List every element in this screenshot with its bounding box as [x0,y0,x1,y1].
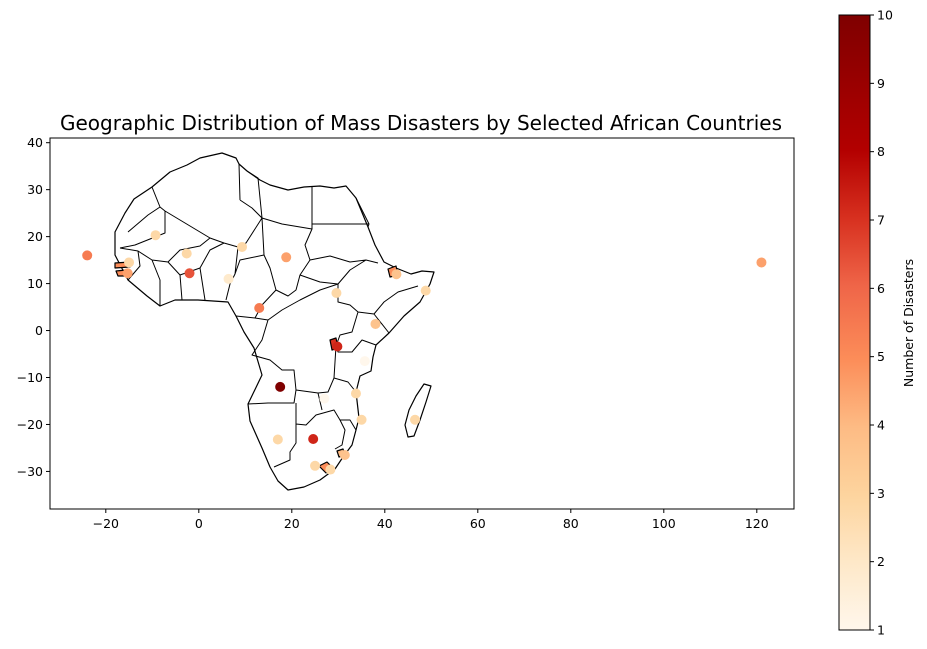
x-tick-label: 20 [284,516,300,531]
data-point [82,250,93,261]
data-point [310,460,321,471]
colorbar-tick-label: 9 [877,76,885,91]
data-point [331,287,342,298]
data-point [370,318,381,329]
y-tick-label: 40 [27,135,43,150]
data-point [308,434,319,445]
data-point [254,303,265,314]
y-axis: −30 −20 −10 0 10 20 30 40 [17,135,50,479]
y-tick-label: −30 [17,464,43,479]
data-points [82,230,767,475]
x-tick-label: 100 [652,516,676,531]
data-point [325,464,336,475]
data-point [410,414,421,425]
colorbar-tick-label: 8 [877,144,885,159]
x-tick-label: 80 [563,516,579,531]
data-point [281,252,292,263]
data-point [391,269,402,280]
colorbar-gradient [838,14,871,631]
data-point [339,449,350,460]
data-point [359,356,370,367]
colorbar-tick-label: 5 [877,349,885,364]
x-tick-label: 120 [745,516,769,531]
x-tick-label: 60 [470,516,486,531]
y-tick-label: 0 [35,323,43,338]
data-point [420,285,431,296]
data-point [124,257,135,268]
data-point [272,434,283,445]
data-point [319,393,330,404]
colorbar: 1 2 3 4 5 6 7 8 9 10 Number of Disasters [838,8,916,638]
colorbar-tick-label: 3 [877,486,885,501]
chart-title: Geographic Distribution of Mass Disaster… [60,111,782,135]
y-tick-label: −10 [17,370,43,385]
y-tick-label: 20 [27,229,43,244]
data-point [184,268,195,279]
colorbar-tick-label: 7 [877,213,885,228]
y-tick-label: 30 [27,182,43,197]
madagascar [404,383,432,438]
colorbar-label: Number of Disasters [901,259,916,387]
x-axis: −20 0 20 40 60 80 100 120 [93,509,769,531]
x-tick-label: 40 [377,516,393,531]
y-tick-label: 10 [27,276,43,291]
colorbar-tick-label: 2 [877,554,885,569]
data-point [350,388,361,399]
x-tick-label: 0 [195,516,203,531]
data-point [223,273,234,284]
x-tick-label: −20 [93,516,119,531]
data-point [332,341,343,352]
colorbar-tick-label: 1 [877,623,885,638]
y-tick-label: −20 [17,417,43,432]
data-point [150,230,161,241]
data-point [756,257,767,268]
colorbar-tick-label: 10 [877,8,893,23]
plot-area: −20 0 20 40 60 80 100 120 −30 −20 −10 0 10 20 30 40 [17,135,795,531]
colorbar-tick-label: 6 [877,281,885,296]
colorbar-tick-label: 4 [877,418,885,433]
africa-coastline [114,152,435,491]
data-point [356,414,367,425]
plot-frame [49,137,795,510]
country-borders [119,163,419,468]
data-point [181,248,192,259]
data-point [122,268,133,279]
data-point [275,381,286,392]
data-point [237,241,248,252]
colorbar-ticks: 1 2 3 4 5 6 7 8 9 10 [870,8,893,638]
